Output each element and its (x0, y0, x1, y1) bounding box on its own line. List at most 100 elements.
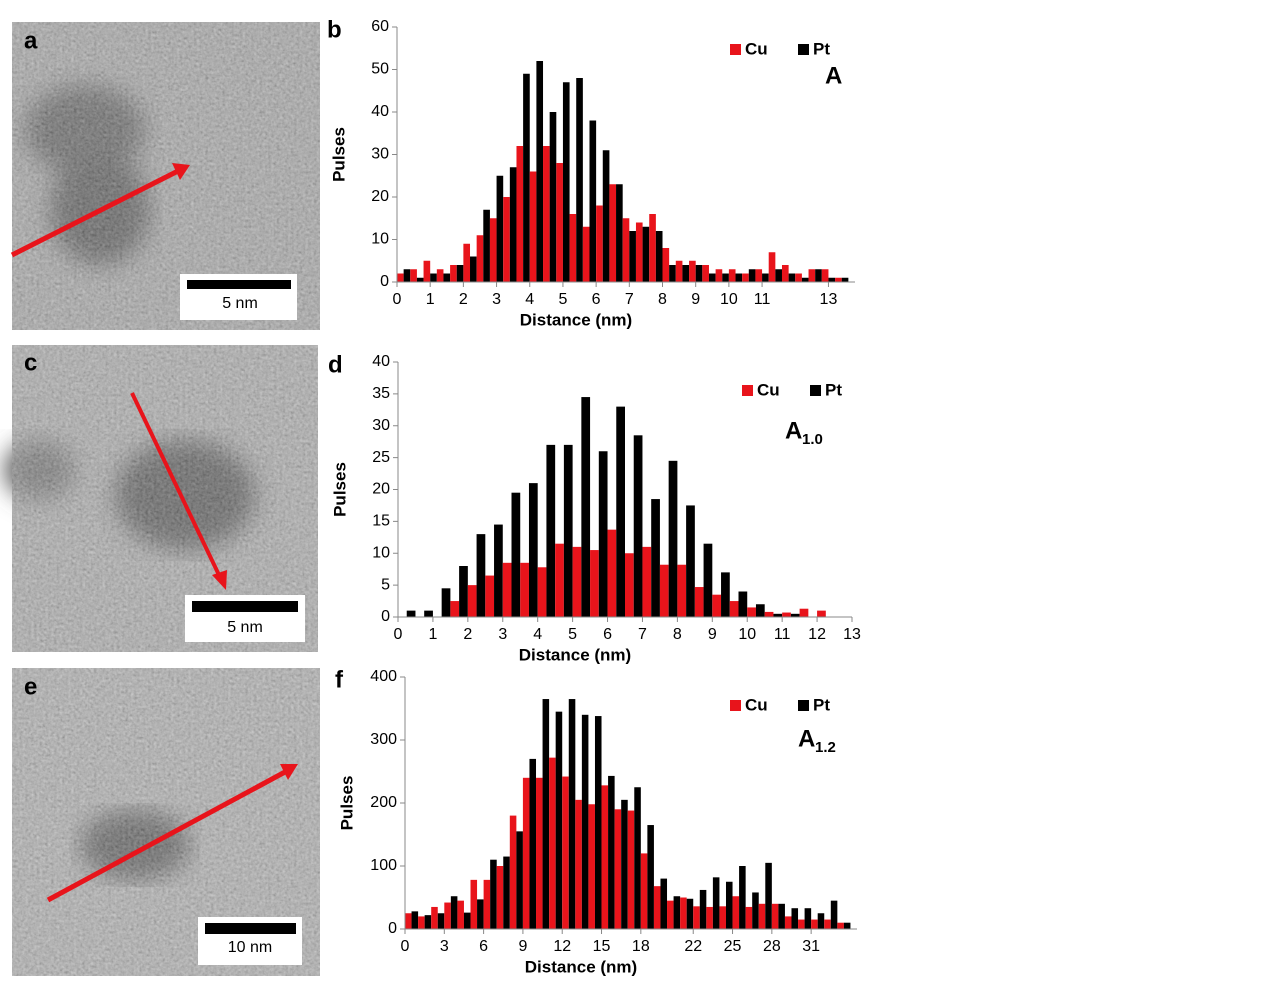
bar (739, 866, 746, 929)
bar (729, 601, 739, 617)
bar (755, 604, 765, 617)
bar (467, 585, 477, 617)
bar (556, 163, 563, 282)
bar (719, 906, 726, 929)
y-tick-label: 5 (381, 576, 390, 593)
bar (735, 273, 743, 282)
bar (443, 273, 451, 282)
bar (695, 265, 703, 282)
bar (483, 209, 490, 282)
chart: 0 100 200 300 400 0 3 6 9 12 15 18 22 25 28 31 Distance … (335, 666, 857, 976)
y-tick-label: 40 (371, 103, 389, 120)
annotation: A (825, 62, 842, 89)
y-axis-title: Pulses (329, 127, 348, 182)
bar (625, 553, 634, 617)
bar (582, 226, 590, 282)
legend-label: Pt (813, 695, 830, 714)
bar (694, 587, 704, 617)
bar (748, 269, 756, 282)
bar (516, 831, 523, 929)
bar (494, 524, 503, 617)
y-tick-label: 10 (371, 231, 389, 248)
bar (563, 444, 573, 617)
y-tick-label: 400 (370, 668, 397, 685)
scale-bar-label: 10 nm (228, 939, 272, 956)
bar (598, 451, 608, 617)
bar (682, 265, 690, 282)
bar (817, 913, 825, 929)
bar (662, 248, 670, 282)
bar (830, 900, 838, 929)
bar (403, 269, 411, 282)
tem-image: 10 nm e (12, 668, 320, 976)
bar (536, 777, 543, 929)
bar (790, 613, 800, 617)
legend-swatch (798, 44, 809, 55)
bar (463, 912, 471, 929)
annotation: A (785, 417, 802, 444)
annotation-subscript: 1.2 (815, 739, 836, 756)
bar (450, 601, 460, 617)
x-tick-label: 9 (518, 938, 527, 955)
y-tick-label: 100 (370, 857, 397, 874)
bar (640, 853, 648, 929)
x-tick-label: 5 (558, 291, 567, 308)
bar (828, 277, 836, 282)
y-tick-label: 60 (371, 18, 389, 35)
bar (811, 919, 818, 929)
y-tick-label: 30 (372, 417, 390, 434)
bar (651, 499, 660, 617)
bar (762, 273, 769, 282)
bar (581, 714, 589, 929)
bar (424, 915, 432, 929)
bar (411, 911, 419, 929)
bar (843, 922, 851, 929)
bar (489, 218, 497, 282)
bar (721, 572, 730, 617)
x-tick-label: 8 (673, 626, 682, 643)
bar (686, 505, 695, 617)
bar (441, 588, 451, 617)
x-tick-label: 2 (459, 291, 468, 308)
bar (477, 899, 484, 929)
x-tick-label: 3 (440, 938, 449, 955)
y-tick-label: 300 (370, 731, 397, 748)
bar (635, 222, 643, 282)
x-tick-label: 3 (498, 626, 507, 643)
bar (457, 900, 464, 929)
bar (752, 892, 759, 929)
bar (528, 483, 538, 617)
x-tick-label: 13 (843, 626, 861, 643)
bar (496, 866, 504, 929)
x-tick-label: 1 (426, 291, 435, 308)
x-tick-label: 15 (593, 938, 611, 955)
bar (722, 273, 729, 282)
x-tick-label: 11 (754, 291, 771, 308)
bar (463, 243, 471, 282)
bar (702, 265, 709, 282)
x-tick-label: 10 (738, 626, 756, 643)
bar (655, 231, 663, 282)
bar (444, 902, 451, 929)
bar (728, 269, 736, 282)
bar (660, 878, 668, 929)
bar (562, 776, 569, 929)
x-tick-label: 11 (774, 626, 791, 643)
bar (795, 273, 802, 282)
bar (520, 562, 529, 617)
x-tick-label: 0 (401, 938, 410, 955)
y-axis-title: Pulses (337, 776, 356, 831)
bar (758, 903, 766, 929)
bar (668, 460, 678, 617)
x-tick-label: 6 (479, 938, 488, 955)
bar (456, 265, 464, 282)
bar (502, 562, 512, 617)
bar (815, 269, 822, 282)
chart: 0 10 20 30 40 50 60 0 1 2 3 4 5 6 7 8 9 10 11 13 Distance (n… (327, 16, 855, 329)
bar (673, 896, 681, 929)
x-tick-label: 3 (492, 291, 501, 308)
bar (485, 575, 495, 617)
x-tick-label: 8 (658, 291, 667, 308)
bar (529, 758, 537, 929)
legend-label: Cu (745, 39, 768, 58)
